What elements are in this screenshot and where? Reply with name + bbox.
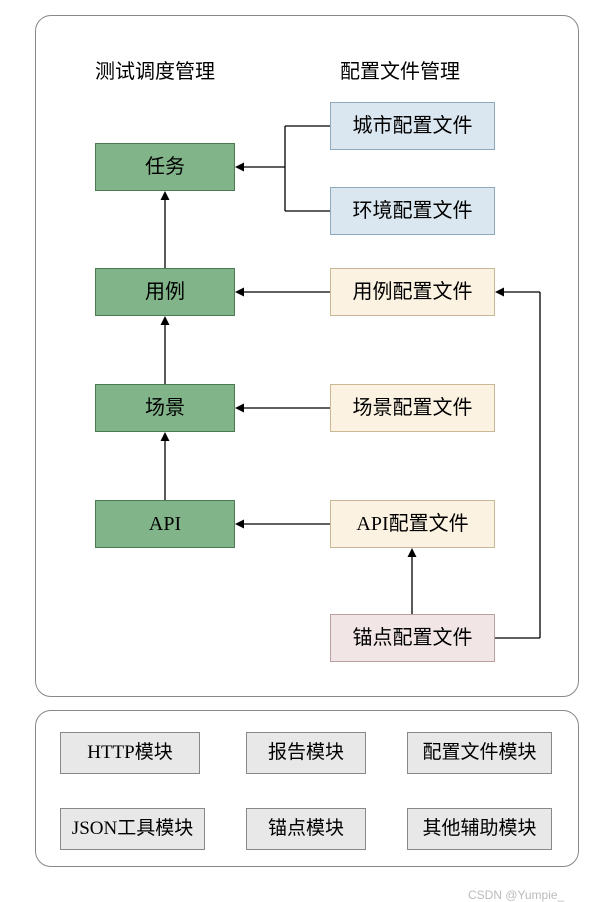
config-box-scene: 场景配置文件 [330,384,495,432]
green-box-case: 用例 [95,268,235,316]
module-box-report: 报告模块 [246,732,366,774]
config-box-anchor: 锚点配置文件 [330,614,495,662]
module-box-cfg: 配置文件模块 [407,732,552,774]
module-box-anchor: 锚点模块 [246,808,366,850]
green-box-scene: 场景 [95,384,235,432]
config-box-api: API配置文件 [330,500,495,548]
module-box-json: JSON工具模块 [60,808,205,850]
module-box-http: HTTP模块 [60,732,200,774]
config-box-city: 城市配置文件 [330,102,495,150]
config-box-case: 用例配置文件 [330,268,495,316]
header-right: 配置文件管理 [340,55,460,84]
panel-top [35,15,579,697]
module-box-other: 其他辅助模块 [407,808,552,850]
config-box-env: 环境配置文件 [330,187,495,235]
green-box-api: API [95,500,235,548]
header-left: 测试调度管理 [95,55,215,84]
green-box-task: 任务 [95,143,235,191]
watermark: CSDN @Yumpie_ [468,888,564,902]
